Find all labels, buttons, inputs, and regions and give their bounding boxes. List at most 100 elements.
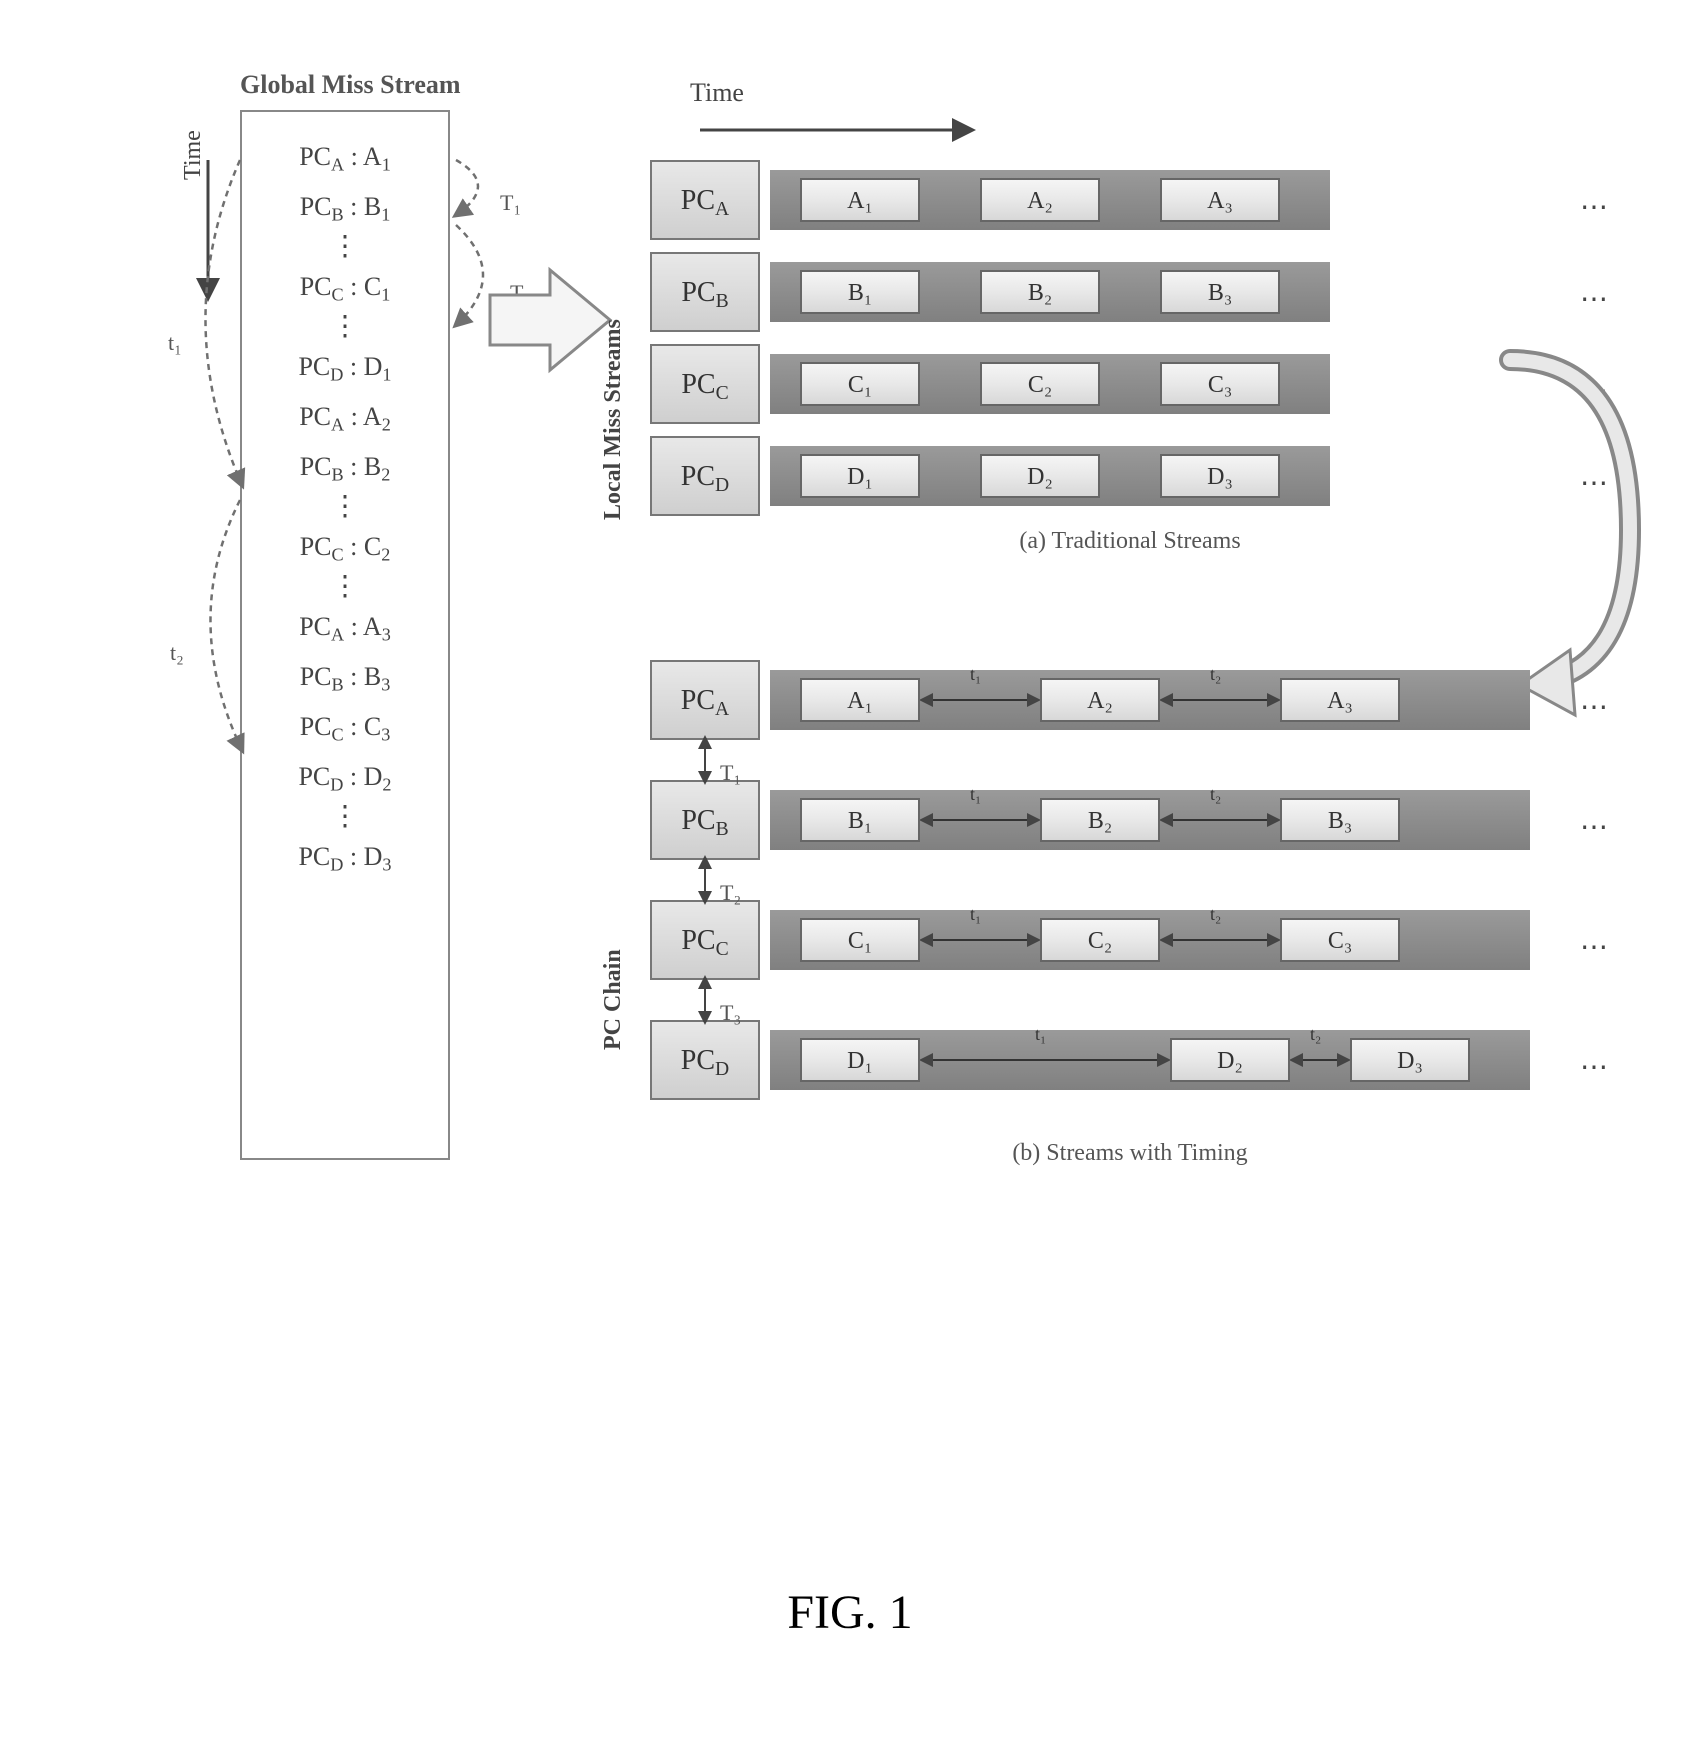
stream-cell: D₁ (800, 1038, 920, 1082)
global-row: PCD : D3 (254, 832, 436, 882)
pc-chain-label: PC Chain (600, 949, 627, 1050)
label-T1b: T₁ (720, 760, 741, 786)
stream-cell: D₃ (1350, 1038, 1470, 1082)
label-t2: t₂ (170, 640, 184, 666)
pc-box: PCA (650, 160, 760, 240)
stream-row: PCC C₁ C₂ C₃ t₁ t₂ ⋯ (650, 900, 1610, 980)
time-down-arrow: Time (190, 150, 226, 310)
stream-cell: D₂ (980, 454, 1100, 498)
pc-box: PCA (650, 660, 760, 740)
stream-row: PCC C₁ C₂ C₃ ⋯ (650, 344, 1610, 424)
group-b: PCA A₁ A₂ A₃ t₁ t₂ ⋯ PCB B₁ B₂ B₃ t₁ t₂ ⋯ PCC C₁ C₂ C₃ t₁ t… (650, 660, 1610, 1167)
stream-cell: A₃ (1280, 678, 1400, 722)
pc-box: PCB (650, 780, 760, 860)
stream-row: PCD D₁ D₂ D₃ t₁ t₂ ⋯ (650, 1020, 1610, 1100)
ellipsis: ⋯ (1580, 466, 1608, 500)
ellipsis: ⋯ (1580, 930, 1608, 964)
stream-bar: C₁ C₂ C₃ (770, 354, 1330, 414)
stream-bar: D₁D₂D₃t₁t₂ (770, 1030, 1530, 1090)
caption-b: (b) Streams with Timing (650, 1140, 1610, 1167)
label-t1: t₁ (168, 330, 182, 356)
global-row: PCB : B3 (254, 652, 436, 702)
global-row: PCB : B1 (254, 182, 436, 232)
stream-cell: B₃ (1160, 270, 1280, 314)
vdots: ⋮ (254, 492, 436, 522)
time-right-arrow (690, 110, 990, 150)
stream-cell: B₁ (800, 270, 920, 314)
stream-cell: C₂ (1040, 918, 1160, 962)
figure-root: Global Miss Stream Time PCA : A1PCB : B1… (40, 40, 1660, 1640)
inter-label: t₂ (1210, 664, 1221, 685)
pc-box: PCC (650, 344, 760, 424)
global-row: PCA : A3 (254, 602, 436, 652)
global-title: Global Miss Stream (240, 70, 461, 100)
stream-bar: A₁ A₂ A₃ (770, 170, 1330, 230)
caption-a: (a) Traditional Streams (650, 528, 1610, 555)
ellipsis: ⋯ (1580, 810, 1608, 844)
stream-cell: A₂ (980, 178, 1100, 222)
stream-bar: B₁ B₂ B₃ (770, 262, 1330, 322)
stream-cell: A₁ (800, 678, 920, 722)
global-row: PCD : D1 (254, 342, 436, 392)
inter-label: t₁ (970, 784, 981, 805)
inter-label: t₁ (970, 904, 981, 925)
vdots: ⋮ (254, 572, 436, 602)
big-arrow-icon (480, 260, 620, 380)
vdots: ⋮ (254, 312, 436, 342)
stream-cell: D₂ (1170, 1038, 1290, 1082)
time-down-label: Time (180, 130, 207, 180)
stream-cell: C₂ (980, 362, 1100, 406)
stream-cell: C₁ (800, 918, 920, 962)
stream-cell: B₃ (1280, 798, 1400, 842)
stream-bar: B₁B₂B₃t₁t₂ (770, 790, 1530, 850)
pc-box: PCD (650, 436, 760, 516)
label-T1: T₁ (500, 190, 521, 216)
inter-label: t₂ (1210, 904, 1221, 925)
stream-cell: D₁ (800, 454, 920, 498)
stream-cell: B₂ (1040, 798, 1160, 842)
global-row: PCC : C2 (254, 522, 436, 572)
stream-cell: C₃ (1280, 918, 1400, 962)
stream-cell: C₁ (800, 362, 920, 406)
vdots: ⋮ (254, 232, 436, 262)
inter-label: t₁ (1035, 1024, 1046, 1045)
stream-cell: D₃ (1160, 454, 1280, 498)
ellipsis: ⋯ (1580, 690, 1608, 724)
stream-cell: A₁ (800, 178, 920, 222)
time-right-label: Time (690, 78, 744, 108)
pc-box: PCD (650, 1020, 760, 1100)
pc-box: PCB (650, 252, 760, 332)
global-row: PCB : B2 (254, 442, 436, 492)
label-T2b: T₂ (720, 880, 741, 906)
inter-label: t₂ (1310, 1024, 1321, 1045)
inter-label: t₁ (970, 664, 981, 685)
stream-cell: C₃ (1160, 362, 1280, 406)
stream-cell: A₃ (1160, 178, 1280, 222)
global-row: PCC : C3 (254, 702, 436, 752)
stream-cell: B₁ (800, 798, 920, 842)
stream-row: PCB B₁ B₂ B₃ ⋯ (650, 252, 1610, 332)
global-row: PCA : A1 (254, 132, 436, 182)
global-row: PCC : C1 (254, 262, 436, 312)
global-row: PCA : A2 (254, 392, 436, 442)
pc-box: PCC (650, 900, 760, 980)
stream-row: PCA A₁ A₂ A₃ ⋯ (650, 160, 1610, 240)
ellipsis: ⋯ (1580, 282, 1608, 316)
label-T3b: T₃ (720, 1000, 741, 1026)
stream-row: PCA A₁ A₂ A₃ t₁ t₂ ⋯ (650, 660, 1610, 740)
stream-bar: C₁C₂C₃t₁t₂ (770, 910, 1530, 970)
ellipsis: ⋯ (1580, 190, 1608, 224)
inter-label: t₂ (1210, 784, 1221, 805)
group-a: PCA A₁ A₂ A₃ ⋯ PCB B₁ B₂ B₃ ⋯ PCC C₁ C₂ C₃ ⋯ PCD D₁ D₂ D₃ ⋯… (650, 160, 1610, 555)
global-row: PCD : D2 (254, 752, 436, 802)
ellipsis: ⋯ (1580, 1050, 1608, 1084)
ellipsis: ⋯ (1580, 374, 1608, 408)
stream-cell: A₂ (1040, 678, 1160, 722)
global-miss-stream-box: PCA : A1PCB : B1⋮PCC : C1⋮PCD : D1PCA : … (240, 110, 450, 1160)
stream-bar: A₁A₂A₃t₁t₂ (770, 670, 1530, 730)
stream-row: PCB B₁ B₂ B₃ t₁ t₂ ⋯ (650, 780, 1610, 860)
stream-bar: D₁ D₂ D₃ (770, 446, 1330, 506)
vdots: ⋮ (254, 802, 436, 832)
local-miss-streams-label: Local Miss Streams (600, 319, 627, 520)
stream-cell: B₂ (980, 270, 1100, 314)
